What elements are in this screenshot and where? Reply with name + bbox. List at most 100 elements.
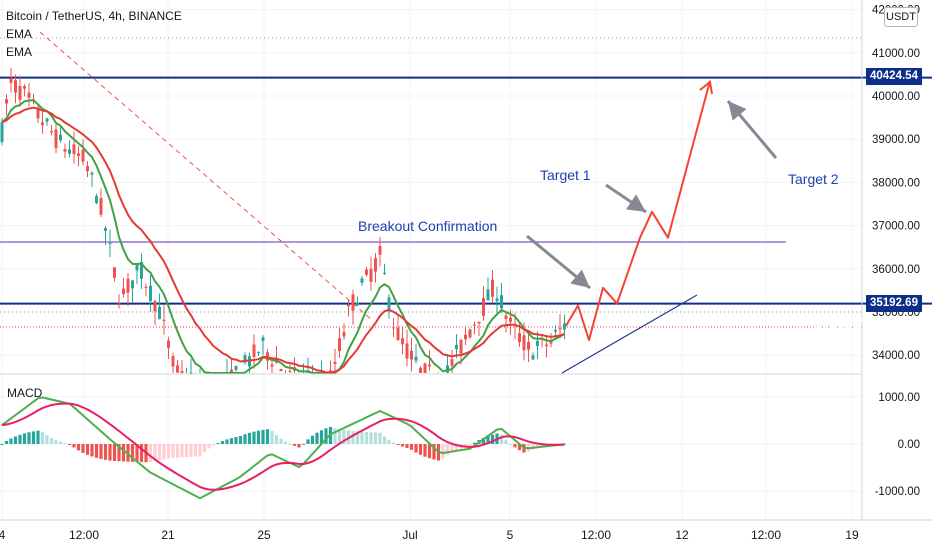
candle-body bbox=[351, 294, 355, 311]
macd-histogram-bar bbox=[9, 438, 13, 444]
price-tick-label: 34000.00 bbox=[872, 350, 920, 362]
breakout-arrow-head bbox=[570, 269, 590, 288]
macd-histogram-bar bbox=[94, 444, 99, 458]
macd-histogram-bar bbox=[13, 436, 18, 444]
macd-histogram-bar bbox=[319, 430, 324, 444]
candle-body bbox=[365, 269, 368, 275]
macd-histogram-bar bbox=[373, 432, 378, 444]
macd-histogram-bar bbox=[450, 444, 454, 453]
macd-histogram-bar bbox=[148, 444, 153, 463]
macd-histogram-bar bbox=[58, 441, 63, 444]
macd-histogram-bar bbox=[342, 429, 346, 444]
candle-body bbox=[81, 149, 85, 162]
macd-histogram-bar bbox=[409, 444, 414, 450]
candle-body bbox=[5, 99, 8, 104]
macd-histogram-bar bbox=[202, 444, 207, 453]
candle-body bbox=[270, 364, 274, 367]
candle-body bbox=[333, 361, 337, 364]
candle-body bbox=[117, 303, 121, 306]
ema-slow-line bbox=[1, 106, 565, 374]
macd-histogram-bar bbox=[130, 444, 135, 462]
candle-body bbox=[122, 288, 125, 294]
candle-body bbox=[113, 267, 116, 278]
signal-line bbox=[1, 402, 565, 491]
macd-histogram-bar bbox=[243, 434, 247, 444]
candle-body bbox=[230, 369, 233, 373]
candle-body bbox=[27, 92, 31, 98]
macd-histogram-bar bbox=[103, 444, 108, 460]
candle-body bbox=[72, 144, 76, 155]
candle-body bbox=[234, 366, 238, 370]
macd-histogram-bar bbox=[153, 444, 157, 461]
candle-body bbox=[374, 258, 377, 272]
macd-histogram-bar bbox=[22, 433, 27, 444]
candle-body bbox=[423, 363, 427, 373]
trend-line-dashed bbox=[39, 31, 373, 321]
candle-body bbox=[491, 279, 494, 297]
candle-body bbox=[383, 272, 386, 274]
macd-histogram-bar bbox=[180, 444, 184, 458]
macd-histogram-bar bbox=[108, 444, 112, 461]
macd-histogram-bar bbox=[351, 430, 355, 444]
price-tick-label: 41000.00 bbox=[872, 48, 920, 60]
support-trend-line bbox=[561, 294, 698, 374]
macd-histogram-bar bbox=[234, 437, 238, 444]
target1-arrow-head bbox=[626, 194, 646, 212]
candle-body bbox=[392, 327, 395, 329]
candle-body bbox=[23, 86, 26, 89]
candle-body bbox=[338, 338, 341, 352]
candle-body bbox=[59, 134, 62, 141]
macd-histogram-bar bbox=[306, 439, 310, 444]
candle-countdown: 01:54:10 bbox=[874, 335, 919, 347]
ema-legend-2[interactable]: EMA bbox=[6, 45, 33, 59]
price-tag-40424: 40424.54 bbox=[866, 68, 922, 85]
macd-histogram-bar bbox=[76, 444, 81, 451]
macd-histogram-bar bbox=[454, 444, 459, 451]
macd-histogram-bar bbox=[508, 443, 513, 445]
time-tick-label: 12:00 bbox=[751, 528, 781, 542]
candle-body bbox=[104, 228, 107, 232]
candle-body bbox=[36, 107, 40, 119]
macd-histogram-bar bbox=[283, 441, 288, 444]
macd-histogram-bar bbox=[535, 444, 540, 449]
currency-badge[interactable]: USDT bbox=[884, 7, 918, 27]
candle-body bbox=[126, 278, 130, 293]
candle-body bbox=[176, 365, 179, 373]
ema-legend-1[interactable]: EMA bbox=[6, 27, 33, 41]
candle-body bbox=[54, 129, 58, 148]
macd-histogram-bar bbox=[391, 442, 396, 444]
macd-histogram-bar bbox=[63, 442, 67, 444]
macd-line bbox=[1, 396, 565, 500]
macd-histogram-bar bbox=[378, 432, 382, 444]
candle-body bbox=[108, 243, 112, 245]
macd-histogram-bar bbox=[396, 444, 400, 445]
candle-body bbox=[495, 298, 499, 302]
price-tag-35192: 35192.69 bbox=[866, 295, 922, 312]
macd-histogram-bar bbox=[517, 444, 522, 451]
candle-body bbox=[387, 297, 391, 310]
macd-histogram-bar bbox=[220, 441, 225, 444]
macd-histogram-bar bbox=[49, 437, 54, 444]
macd-histogram-bar bbox=[184, 444, 189, 458]
candle-body bbox=[554, 330, 557, 332]
last-price: 34682.99 bbox=[872, 319, 920, 331]
target-2-label: Target 2 bbox=[788, 171, 839, 187]
macd-histogram-bar bbox=[67, 444, 72, 445]
candle-body bbox=[167, 340, 170, 349]
candle-body bbox=[140, 261, 143, 279]
macd-histogram-bar bbox=[121, 444, 126, 462]
candle-body bbox=[500, 295, 503, 309]
macd-histogram-bar bbox=[490, 434, 495, 444]
candle-body bbox=[86, 166, 89, 172]
candle-body bbox=[0, 122, 4, 143]
candle-body bbox=[9, 78, 13, 83]
time-tick-label: 12 bbox=[675, 528, 689, 542]
macd-histogram-bar bbox=[468, 444, 472, 446]
candle-body bbox=[131, 280, 134, 289]
macd-histogram-bar bbox=[85, 444, 90, 455]
target2-arrow-head bbox=[728, 101, 747, 121]
macd-histogram-bar bbox=[99, 444, 103, 459]
candle-body bbox=[68, 149, 71, 154]
time-tick-label: 4 bbox=[0, 528, 6, 542]
